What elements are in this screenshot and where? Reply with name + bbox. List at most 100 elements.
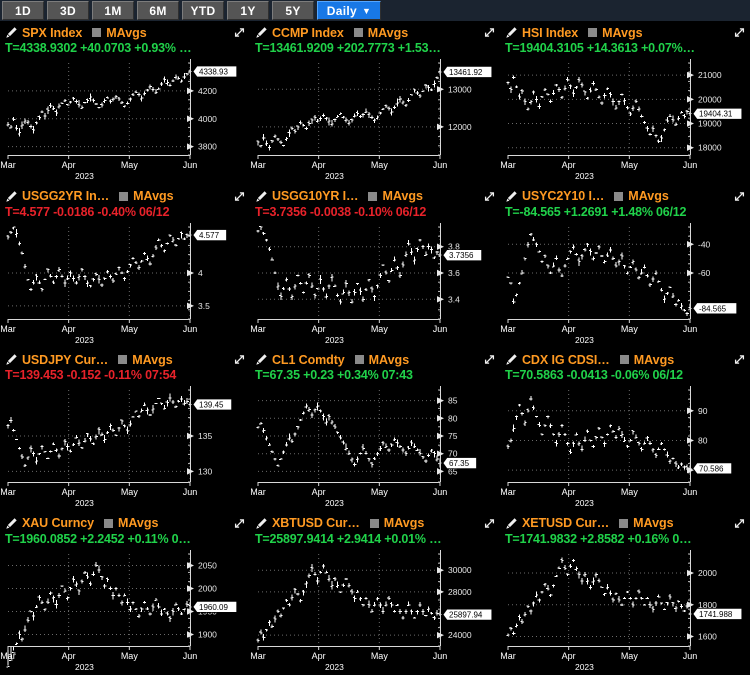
mavgs-label[interactable]: MAvgs: [132, 352, 173, 367]
period-button-1m[interactable]: 1M: [92, 1, 134, 20]
mavgs-label[interactable]: MAvgs: [368, 352, 410, 367]
period-button-ytd[interactable]: YTD: [182, 1, 224, 20]
x-axis-tick-label: Apr: [62, 324, 76, 334]
period-button-5y[interactable]: 5Y: [272, 1, 314, 20]
mavgs-label[interactable]: MAvgs: [633, 352, 675, 367]
mavgs-label[interactable]: MAvgs: [628, 189, 669, 203]
mavgs-label[interactable]: MAvgs: [382, 189, 423, 203]
expand-arrow-icon[interactable]: [233, 353, 246, 366]
mavgs-checkbox-icon[interactable]: [619, 518, 629, 528]
security-title[interactable]: USYC2Y10 I…: [522, 189, 605, 203]
mavgs-label[interactable]: MAvgs: [602, 25, 643, 40]
mavgs-checkbox-icon[interactable]: [368, 191, 378, 201]
chart-plot-area[interactable]: 3.8 3.6 3.4 3.7356 Mar Apr May Jun 2023: [250, 221, 500, 349]
pencil-icon[interactable]: [505, 517, 518, 530]
price-chart[interactable]: 2000 1800 1600 1741.988 Mar Apr May Jun 2023: [500, 548, 750, 675]
period-button-1d[interactable]: 1D: [2, 1, 44, 20]
x-axis-tick-label: Mar: [0, 324, 16, 334]
security-title[interactable]: XBTUSD Cur…: [272, 516, 360, 530]
expand-arrow-icon[interactable]: [483, 353, 496, 366]
mavgs-label[interactable]: MAvgs: [383, 516, 425, 530]
security-title[interactable]: CCMP Index: [272, 25, 344, 40]
expand-arrow-icon[interactable]: [733, 353, 746, 366]
mavgs-checkbox-icon[interactable]: [354, 355, 364, 364]
chart-plot-area[interactable]: 21000 20000 19000 18000 19404.31 Mar Apr May Jun…: [500, 57, 750, 185]
chart-plot-area[interactable]: 85 80 75 70 65 67.35 Mar Apr May Jun 2023: [250, 384, 500, 512]
mavgs-checkbox-icon[interactable]: [614, 191, 624, 201]
price-chart[interactable]: 135 130 139.45 Mar Apr May Jun 2023: [0, 384, 250, 512]
pencil-icon[interactable]: [505, 353, 518, 366]
expand-arrow-icon[interactable]: [233, 26, 246, 39]
mavgs-checkbox-icon[interactable]: [103, 518, 113, 528]
pencil-icon[interactable]: [255, 353, 268, 366]
pencil-icon[interactable]: [5, 26, 18, 39]
mavgs-checkbox-icon[interactable]: [118, 355, 128, 364]
mavgs-checkbox-icon[interactable]: [119, 191, 129, 201]
pencil-icon[interactable]: [5, 517, 18, 530]
pencil-icon[interactable]: [5, 190, 18, 203]
price-chart[interactable]: 4 3.5 4.577 Mar Apr May Jun 2023: [0, 221, 250, 349]
mavgs-checkbox-icon[interactable]: [369, 518, 379, 528]
chart-plot-area[interactable]: 13000 12000 13461.92 Mar Apr May Jun 2023: [250, 57, 500, 185]
security-title[interactable]: XAU Curncy: [22, 516, 94, 530]
quote-line: T=70.5863 -0.0413 -0.06% 06/12: [505, 368, 683, 382]
price-chart[interactable]: 13000 12000 13461.92 Mar Apr May Jun 2023: [250, 57, 500, 185]
expand-arrow-icon[interactable]: [233, 517, 246, 530]
price-chart[interactable]: 4200 4000 3800 4338.93 Mar Apr May Jun 2023: [0, 57, 250, 185]
security-title[interactable]: CL1 Comdty: [272, 352, 345, 367]
security-title[interactable]: CDX IG CDSI…: [522, 352, 610, 367]
expand-arrow-icon[interactable]: [483, 26, 496, 39]
price-chart[interactable]: -40 -60 -84.565 Mar Apr May Jun 2023: [500, 221, 750, 349]
mavgs-label[interactable]: MAvgs: [367, 25, 409, 40]
mavgs-checkbox-icon[interactable]: [619, 355, 629, 364]
y-axis-tick-label: 21000: [698, 70, 722, 80]
y-axis-tick-label: 1800: [698, 599, 717, 609]
mavgs-checkbox-icon[interactable]: [588, 28, 598, 37]
pencil-icon[interactable]: [255, 26, 268, 39]
expand-arrow-icon[interactable]: [733, 26, 746, 39]
price-chart[interactable]: 21000 20000 19000 18000 19404.31 Mar Apr May Jun…: [500, 57, 750, 185]
chart-plot-area[interactable]: 2000 1800 1600 1741.988 Mar Apr May Jun 2023: [500, 548, 750, 675]
chart-plot-area[interactable]: 4 3.5 4.577 Mar Apr May Jun 2023: [0, 221, 250, 349]
security-title[interactable]: SPX Index: [22, 25, 83, 40]
security-title[interactable]: USGG2YR In…: [22, 189, 110, 203]
security-title[interactable]: USGG10YR I…: [272, 189, 359, 203]
x-axis-year-label: 2023: [325, 498, 344, 508]
chart-plot-area[interactable]: 135 130 139.45 Mar Apr May Jun 2023: [0, 384, 250, 512]
security-title[interactable]: XETUSD Cur…: [522, 516, 610, 530]
expand-arrow-icon[interactable]: [733, 190, 746, 203]
mavgs-label[interactable]: MAvgs: [633, 516, 674, 530]
pencil-icon[interactable]: [255, 517, 268, 530]
period-button-6m[interactable]: 6M: [137, 1, 179, 20]
pencil-icon[interactable]: [255, 190, 268, 203]
pencil-icon[interactable]: [505, 190, 518, 203]
price-chart[interactable]: 3.8 3.6 3.4 3.7356 Mar Apr May Jun 2023: [250, 221, 500, 349]
pencil-icon[interactable]: [5, 353, 18, 366]
pencil-icon[interactable]: [505, 26, 518, 39]
security-title[interactable]: USDJPY Cur…: [22, 352, 109, 367]
expand-arrow-icon[interactable]: [733, 517, 746, 530]
security-title[interactable]: HSI Index: [522, 25, 579, 40]
mavgs-label[interactable]: MAvgs: [106, 25, 147, 40]
period-button-3d[interactable]: 3D: [47, 1, 89, 20]
chart-plot-area[interactable]: 4200 4000 3800 4338.93 Mar Apr May Jun 2023: [0, 57, 250, 185]
chart-panel: USDJPY Cur… MAvgs T=139.453 -0.152 -0.11% …: [0, 348, 250, 512]
mavgs-checkbox-icon[interactable]: [353, 28, 363, 37]
expand-arrow-icon[interactable]: [233, 190, 246, 203]
period-button-daily[interactable]: Daily ▼: [317, 1, 381, 20]
expand-arrow-icon[interactable]: [483, 517, 496, 530]
mavgs-label[interactable]: MAvgs: [117, 516, 159, 530]
mavgs-label[interactable]: MAvgs: [133, 189, 174, 203]
chart-plot-area[interactable]: -40 -60 -84.565 Mar Apr May Jun 2023: [500, 221, 750, 349]
period-button-1y[interactable]: 1Y: [227, 1, 269, 20]
mavgs-checkbox-icon[interactable]: [92, 28, 102, 37]
expand-arrow-icon[interactable]: [483, 190, 496, 203]
y-axis-tick-label: 70: [448, 449, 458, 459]
price-chart[interactable]: 30000 28000 24000 25897.94 Mar Apr May Jun 2023: [250, 548, 500, 675]
chart-plot-area[interactable]: 30000 28000 24000 25897.94 Mar Apr May Jun 2023: [250, 548, 500, 675]
